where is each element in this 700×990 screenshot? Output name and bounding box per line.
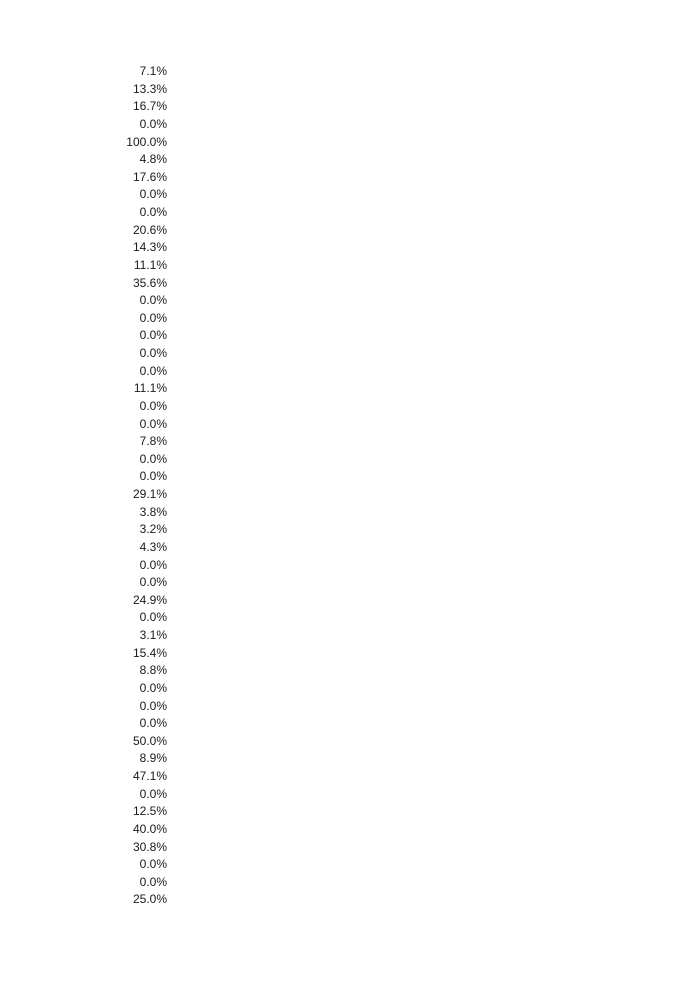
percentage-cell: 8.8% bbox=[139, 663, 167, 678]
percentage-cell: 13.3% bbox=[132, 81, 167, 96]
percentage-cell: 0.0% bbox=[139, 716, 167, 731]
percentage-cell: 12.5% bbox=[132, 804, 167, 819]
percentage-cell: 0.0% bbox=[139, 557, 167, 572]
percentage-cell: 0.0% bbox=[139, 116, 167, 131]
percentage-cell: 0.0% bbox=[139, 398, 167, 413]
percentage-cell: 0.0% bbox=[139, 187, 167, 202]
percentage-cell: 0.0% bbox=[139, 416, 167, 431]
percentage-cell: 4.8% bbox=[139, 152, 167, 167]
percentage-cell: 14.3% bbox=[132, 240, 167, 255]
percentage-cell: 50.0% bbox=[132, 733, 167, 748]
percentage-cell: 0.0% bbox=[139, 363, 167, 378]
percentage-cell: 0.0% bbox=[139, 610, 167, 625]
percentage-cell: 25.0% bbox=[132, 892, 167, 907]
percentage-cell: 8.9% bbox=[139, 751, 167, 766]
percentage-cell: 20.6% bbox=[132, 222, 167, 237]
percentage-cell: 24.9% bbox=[132, 592, 167, 607]
percentage-cell: 0.0% bbox=[139, 786, 167, 801]
percentage-cell: 3.2% bbox=[139, 522, 167, 537]
percentage-cell: 7.1% bbox=[139, 64, 167, 78]
percentage-cell: 0.0% bbox=[139, 575, 167, 590]
percentage-cell: 4.3% bbox=[139, 539, 167, 554]
percentage-cell: 100.0% bbox=[126, 134, 167, 149]
percentage-cell: 0.0% bbox=[139, 469, 167, 484]
percentage-cell: 15.4% bbox=[132, 645, 167, 660]
percentage-cell: 0.0% bbox=[139, 451, 167, 466]
percentage-cell: 0.0% bbox=[139, 328, 167, 343]
percentage-cell: 7.8% bbox=[139, 434, 167, 449]
percentage-cell: 40.0% bbox=[132, 821, 167, 836]
percentage-cell: 0.0% bbox=[139, 346, 167, 360]
percentage-cell: 47.1% bbox=[132, 769, 167, 783]
percentage-cell: 0.0% bbox=[139, 310, 167, 325]
percentage-cell: 17.6% bbox=[132, 169, 167, 184]
percentage-cell: 0.0% bbox=[139, 874, 167, 889]
percentage-cell: 0.0% bbox=[139, 293, 167, 308]
percentage-cell: 30.8% bbox=[132, 839, 167, 854]
percentage-cell: 16.7% bbox=[132, 99, 167, 114]
percentage-cell: 0.0% bbox=[139, 680, 167, 695]
percentage-cell: 0.0% bbox=[139, 205, 167, 219]
percentage-cell: 0.0% bbox=[139, 698, 167, 713]
percentage-cell: 3.8% bbox=[139, 504, 167, 519]
percentage-cell: 29.1% bbox=[132, 487, 167, 501]
percentage-cell: 11.1% bbox=[133, 257, 167, 272]
percentage-cell: 11.1% bbox=[133, 381, 167, 396]
percentage-cell: 3.1% bbox=[139, 628, 167, 642]
percentage-cell: 0.0% bbox=[139, 857, 167, 872]
percentage-column: 7.1% 13.3% 16.7% 0.0% 100.0% 4.8% 17.6% 0.0% 0.0… bbox=[100, 63, 167, 909]
percentage-cell: 35.6% bbox=[132, 275, 167, 290]
